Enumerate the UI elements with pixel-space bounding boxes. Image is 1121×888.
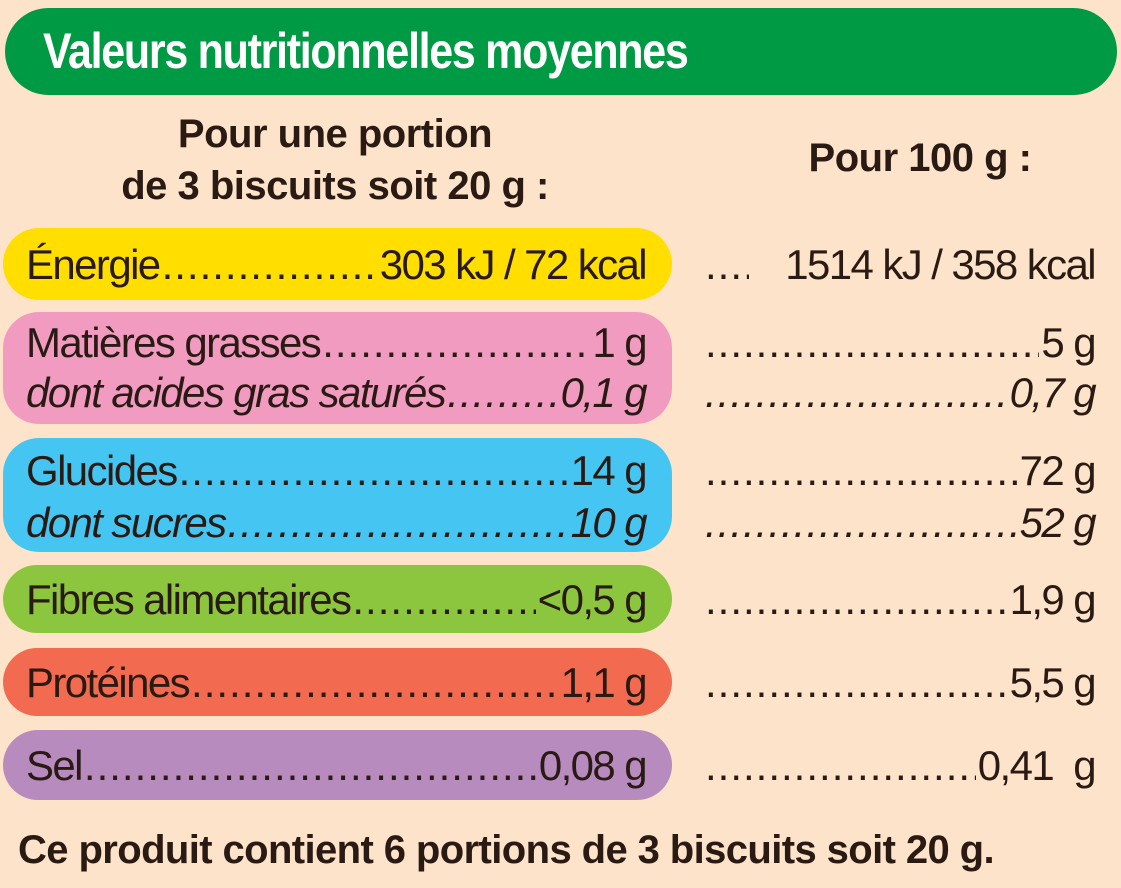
row-sucres-100g: 52 g bbox=[703, 496, 1097, 550]
row-grasses-portion: Matières grasses 1 g bbox=[26, 316, 648, 370]
portion-value: 303 kJ / 72 kcal bbox=[379, 241, 648, 288]
row-fibres-portion: Fibres alimentaires <0,5 g bbox=[26, 573, 648, 627]
per100-column-header: Pour 100 g : bbox=[808, 136, 1032, 180]
portion-column-header: Pour une portion de 3 biscuits soit 20 g … bbox=[80, 108, 590, 212]
row-label: Sel bbox=[26, 742, 84, 789]
footer-note: Ce produit contient 6 portions de 3 bisc… bbox=[18, 828, 995, 872]
per100-value: 1,9 g bbox=[1009, 576, 1097, 623]
portion-value: 14 g bbox=[570, 447, 648, 494]
row-fibres-100g: 1,9 g bbox=[703, 573, 1097, 627]
row-label: Glucides bbox=[26, 447, 178, 494]
portion-value: 0,1 g bbox=[560, 369, 648, 416]
row-proteines-100g: 5,5 g bbox=[703, 656, 1097, 710]
row-grasses-100g: 5 g bbox=[703, 316, 1096, 370]
per100-value: 52 g bbox=[1019, 499, 1097, 546]
row-label: Fibres alimentaires bbox=[26, 576, 352, 623]
row-label: dont sucres bbox=[26, 499, 227, 546]
row-satures-100g: 0,7 g bbox=[703, 366, 1097, 420]
title: Valeurs nutritionnelles moyennes bbox=[43, 23, 689, 79]
portion-value: <0,5 g bbox=[537, 576, 648, 623]
row-label: Matières grasses bbox=[26, 319, 322, 366]
row-energie-portion: Énergie 303 kJ / 72 kcal bbox=[26, 238, 648, 292]
row-sel-portion: Sel 0,08 g bbox=[26, 739, 648, 793]
row-glucides-100g: 72 g bbox=[703, 444, 1097, 498]
row-energie-100g: 1514 kJ / 358 kcal bbox=[703, 238, 1096, 292]
row-sucres-portion: dont sucres 10 g bbox=[26, 496, 648, 550]
per100-value: 72 g bbox=[1019, 447, 1097, 494]
portion-value: 0,08 g bbox=[538, 742, 648, 789]
portion-value: 1 g bbox=[592, 319, 647, 366]
row-satures-portion: dont acides gras saturés 0,1 g bbox=[26, 366, 648, 420]
portion-header-line1: Pour une portion bbox=[177, 112, 493, 156]
row-label: Protéines bbox=[26, 659, 191, 706]
portion-value: 1,1 g bbox=[560, 659, 648, 706]
per100-value: 5,5 g bbox=[1009, 659, 1097, 706]
per100-value: 0,41 g bbox=[977, 742, 1097, 789]
row-label: dont acides gras saturés bbox=[26, 369, 447, 416]
row-label: Énergie bbox=[26, 241, 161, 288]
per100-value: 0,7 g bbox=[1009, 369, 1097, 416]
fibres-band bbox=[3, 565, 672, 633]
row-sel-100g: 0,41 g bbox=[703, 739, 1097, 793]
portion-header-line2: de 3 biscuits soit 20 g : bbox=[121, 164, 549, 208]
title-banner: Valeurs nutritionnelles moyennes bbox=[5, 8, 1117, 95]
row-proteines-portion: Protéines 1,1 g bbox=[26, 656, 648, 710]
per100-value: 1514 kJ / 358 kcal bbox=[785, 241, 1096, 288]
portion-value: 10 g bbox=[570, 499, 648, 546]
per100-value: 5 g bbox=[1041, 319, 1096, 366]
row-glucides-portion: Glucides 14 g bbox=[26, 444, 648, 498]
